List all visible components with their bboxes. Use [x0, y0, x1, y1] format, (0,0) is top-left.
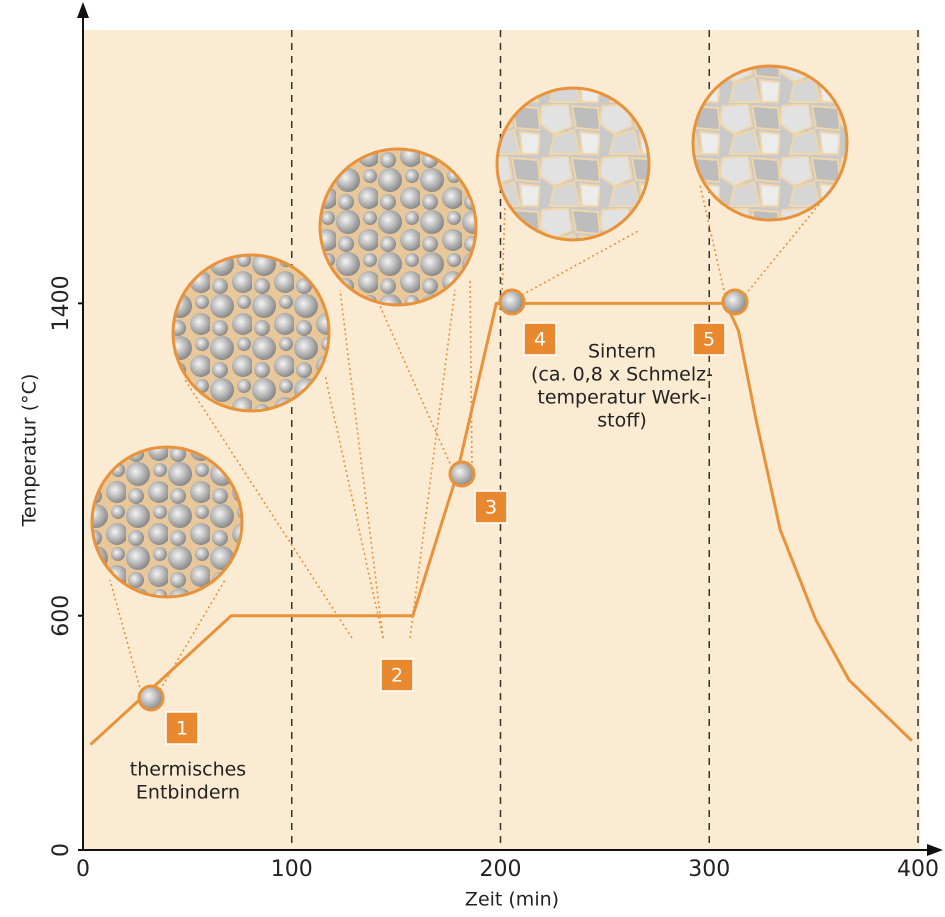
annotation: Entbindern [136, 782, 240, 804]
stage-label: 1 [176, 718, 188, 740]
x-tick-label: 0 [76, 857, 90, 882]
x-axis-title: Zeit (min) [465, 889, 559, 911]
x-tick-label: 400 [897, 857, 939, 882]
x-axis-arrow [927, 844, 943, 856]
stage-label: 2 [391, 665, 403, 687]
stage-label: 5 [703, 329, 715, 351]
x-tick-label: 100 [271, 857, 313, 882]
y-axis-arrow [77, 2, 89, 18]
annotation: stoff) [597, 410, 646, 432]
y-tick-label: 600 [49, 595, 74, 637]
annotation: Sintern [588, 341, 656, 363]
x-tick-label: 300 [688, 857, 730, 882]
annotation: thermisches [130, 759, 246, 781]
chart: 1 2 3 4 5 Zeit (min) Temperatur (°C) 0 100 200… [0, 0, 945, 917]
y-tick-label: 1400 [49, 275, 74, 331]
annotation: (ca. 0,8 x Schmelz- [531, 364, 713, 386]
y-tick-label: 0 [49, 843, 74, 857]
stage-label: 3 [485, 497, 497, 519]
x-tick-label: 200 [480, 857, 522, 882]
stage-label: 4 [534, 329, 546, 351]
annotation: temperatur Werk- [537, 387, 706, 409]
y-axis-title: Temperatur (°C) [19, 374, 41, 528]
